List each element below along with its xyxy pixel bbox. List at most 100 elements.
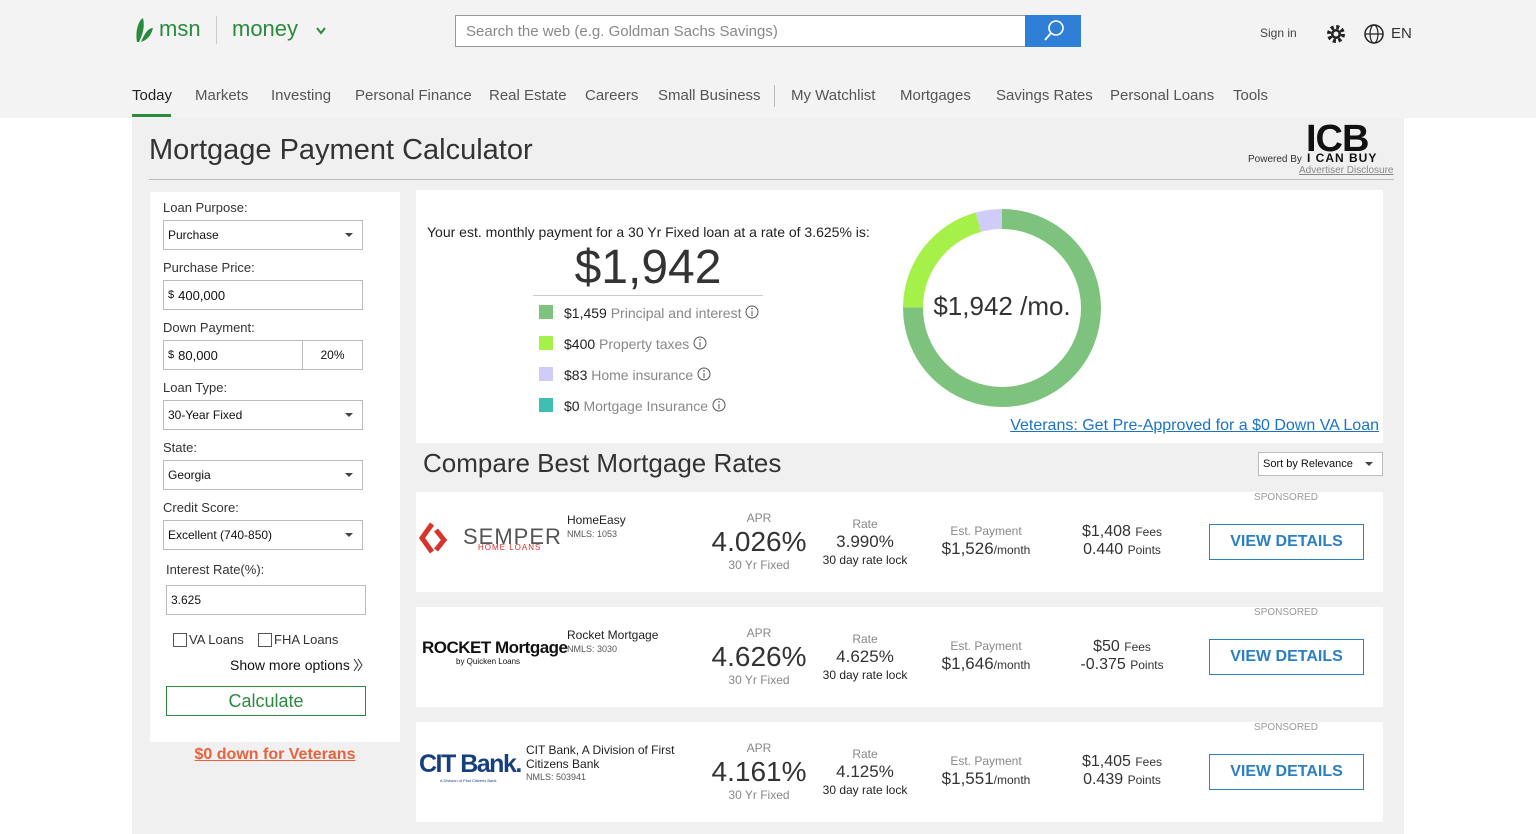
rate-sub: 30 day rate lock — [822, 553, 908, 567]
payment-block: $1,551/month — [942, 769, 1031, 789]
nav-item[interactable]: Personal Loans — [1110, 87, 1215, 104]
payment: $1,526 — [941, 539, 994, 558]
page-title: Mortgage Payment Calculator — [149, 134, 533, 166]
payment-amount: $1,942 — [574, 241, 722, 294]
checkbox-label[interactable]: FHA Loans — [274, 632, 339, 647]
fees-block: $50 Fees — [1093, 638, 1151, 656]
select[interactable]: Georgia — [163, 460, 363, 490]
show-more-icon[interactable] — [352, 657, 364, 673]
rate: 3.990% — [836, 532, 894, 551]
payment-block: $1,526/month — [942, 539, 1031, 559]
donut-chart — [903, 209, 1101, 407]
nav-item[interactable]: Real Estate — [489, 87, 567, 104]
select-arrow — [345, 473, 353, 477]
search-button[interactable] — [1025, 15, 1081, 47]
show-more[interactable]: Show more options — [230, 657, 350, 673]
fees: $50 — [1093, 638, 1120, 655]
select[interactable]: Excellent (740-850) — [163, 520, 363, 550]
legend-swatch — [539, 367, 553, 381]
apr-sub: 30 Yr Fixed — [728, 558, 790, 572]
checkbox-label[interactable]: VA Loans — [189, 632, 244, 647]
points-label: Points — [1127, 773, 1161, 787]
nav-item[interactable]: Markets — [195, 87, 249, 104]
nav-item[interactable]: Tools — [1233, 87, 1269, 104]
payment-unit: /month — [993, 543, 1031, 557]
points-block: -0.375 Points — [1080, 656, 1163, 674]
field-label: Down Payment: — [163, 320, 255, 335]
checkbox[interactable] — [173, 633, 187, 647]
select-arrow — [1365, 462, 1373, 466]
nav-item[interactable]: Careers — [585, 87, 639, 104]
legend-entry: $0 Mortgage Insurance — [564, 398, 726, 414]
globe-icon[interactable] — [1363, 23, 1385, 45]
view-details-button[interactable]: VIEW DETAILS — [1209, 524, 1364, 560]
interest-input[interactable]: 3.625 — [166, 585, 366, 615]
view-details-button[interactable]: VIEW DETAILS — [1209, 754, 1364, 790]
info-icon[interactable] — [745, 305, 759, 319]
settings-icon[interactable] — [1325, 23, 1347, 45]
veterans-link[interactable]: $0 down for Veterans — [194, 746, 356, 763]
apr-label: APR — [746, 741, 772, 755]
legend-name: Home insurance — [591, 367, 694, 383]
brand-sub: I CAN BUY — [1307, 151, 1378, 165]
search-input[interactable]: Search the web (e.g. Goldman Sachs Savin… — [455, 15, 1027, 47]
info-icon[interactable] — [697, 367, 711, 381]
nav-item[interactable]: My Watchlist — [791, 87, 876, 104]
payment: $1,646 — [941, 654, 994, 673]
points: 0.440 — [1083, 541, 1124, 558]
disclosure[interactable]: Advertiser Disclosure — [1299, 165, 1394, 176]
nav-item[interactable]: Investing — [271, 87, 332, 104]
donut-segment — [903, 209, 1101, 407]
va-link[interactable]: Veterans: Get Pre-Approved for a $0 Down… — [1010, 417, 1379, 434]
percent-input[interactable]: 20% — [302, 340, 363, 370]
legend-entry: $400 Property taxes — [564, 336, 707, 352]
lender-name: CIT Bank, A Division of First Citizens B… — [526, 743, 675, 771]
nav-item[interactable]: Mortgages — [900, 87, 971, 104]
select[interactable]: 30-Year Fixed — [163, 400, 363, 430]
sort-select[interactable]: Sort by Relevance — [1258, 452, 1383, 476]
separator — [216, 16, 217, 44]
lender-logo: SEMPER — [463, 524, 562, 549]
select-arrow — [345, 413, 353, 417]
rate-sub: 30 day rate lock — [822, 783, 908, 797]
nav-item[interactable]: Today — [132, 87, 173, 104]
offer-card — [416, 492, 1383, 592]
sign-in[interactable]: Sign in — [1260, 26, 1297, 40]
calculate-button[interactable]: Calculate — [166, 686, 366, 716]
chevron[interactable] — [315, 26, 327, 36]
legend-name: Mortgage Insurance — [583, 398, 708, 414]
sponsored: SPONSORED — [1254, 722, 1318, 733]
fees-label: Fees — [1135, 525, 1163, 539]
input-value: 400,000 — [178, 287, 226, 303]
info-icon[interactable] — [693, 336, 707, 350]
logo[interactable]: msn — [159, 16, 201, 41]
nmls: NMLS: 503941 — [526, 772, 587, 782]
legend-swatch — [539, 336, 553, 350]
view-details-button[interactable]: VIEW DETAILS — [1209, 639, 1364, 675]
nav-item[interactable]: Small Business — [658, 87, 761, 104]
legend-amount: $400 — [564, 336, 596, 352]
apr: 4.626% — [711, 641, 807, 672]
summary-sentence: Your est. monthly payment for a 30 Yr Fi… — [427, 224, 870, 240]
apr-label: APR — [746, 511, 772, 525]
nav-item[interactable]: Personal Finance — [355, 87, 472, 104]
nmls: NMLS: 1053 — [567, 529, 618, 539]
offer-card — [416, 607, 1383, 707]
info-icon[interactable] — [712, 398, 726, 412]
nav-active-underline — [132, 114, 171, 117]
section[interactable]: money — [232, 16, 299, 41]
points-label: Points — [1127, 543, 1161, 557]
language[interactable]: EN — [1391, 25, 1412, 42]
legend-name: Property taxes — [599, 336, 690, 352]
donut-segment — [975, 209, 1003, 232]
rate-label: Rate — [852, 517, 878, 531]
legend-swatch — [539, 398, 553, 412]
payment-unit: /month — [993, 773, 1031, 787]
checkbox[interactable] — [258, 633, 272, 647]
text-input[interactable]: $80,000 — [163, 340, 303, 370]
text-input[interactable]: $400,000 — [163, 280, 363, 310]
select[interactable]: Purchase — [163, 220, 363, 250]
apr-sub: 30 Yr Fixed — [728, 673, 790, 687]
nav-item[interactable]: Savings Rates — [996, 87, 1093, 104]
